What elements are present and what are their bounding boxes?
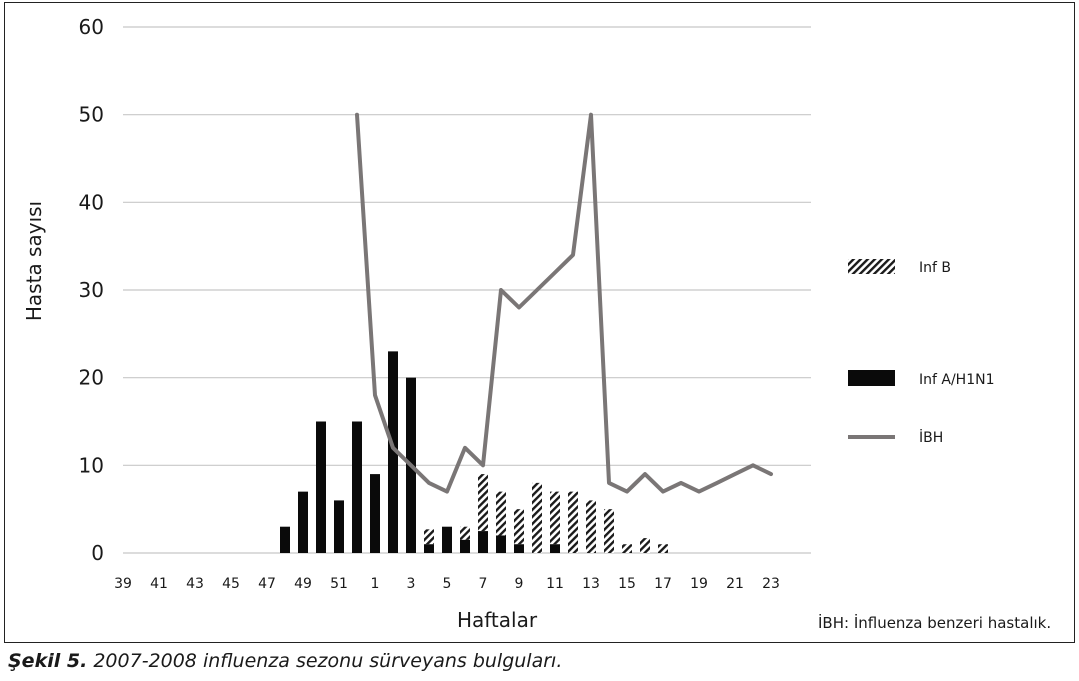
bar-inf-b [640, 538, 650, 553]
bar-inf-a [352, 421, 362, 553]
x-tick-label: 17 [654, 576, 672, 592]
figure-caption: Şekil 5. 2007-2008 influenza sezonu sürv… [8, 650, 562, 672]
legend-label-inf-b: Inf B [919, 260, 951, 276]
footnote: İBH: İnfluenza benzeri hastalık. [818, 614, 1052, 632]
bar-inf-a [460, 539, 470, 553]
x-tick-label: 41 [150, 576, 168, 592]
bar-inf-b [478, 474, 488, 532]
x-tick-label: 1 [371, 576, 380, 592]
x-tick-label: 47 [258, 576, 276, 592]
bar-inf-a [316, 421, 326, 553]
y-tick-label: 60 [79, 15, 104, 39]
x-tick-label: 43 [186, 576, 204, 592]
bar-inf-a [514, 544, 524, 553]
bar-inf-b [622, 544, 632, 553]
x-tick-label: 5 [443, 576, 452, 592]
bar-inf-b [532, 482, 542, 553]
x-tick-label: 49 [294, 576, 312, 592]
legend-swatch-inf-a [848, 370, 895, 386]
bar-inf-b [460, 526, 470, 540]
x-tick-label: 21 [726, 576, 744, 592]
caption-text: 2007-2008 influenza sezonu sürveyans bul… [87, 650, 563, 672]
bars [280, 351, 668, 553]
x-tick-label: 51 [330, 576, 348, 592]
y-tick-label: 10 [79, 453, 104, 477]
legend-swatch-inf-b [848, 259, 895, 274]
bar-inf-a [496, 535, 506, 553]
y-tick-labels: 0 10 20 30 40 50 60 [79, 15, 104, 565]
bar-inf-a [370, 474, 380, 553]
legend: Inf B Inf A/H1N1 İBH [848, 259, 995, 446]
x-tick-label: 39 [114, 576, 132, 592]
legend-label-ibh: İBH [919, 428, 943, 446]
caption-label: Şekil 5. [8, 650, 88, 672]
bar-inf-b [604, 509, 614, 553]
y-tick-label: 30 [79, 278, 104, 302]
y-tick-label: 50 [79, 103, 104, 127]
x-tick-label: 23 [762, 576, 780, 592]
bar-inf-a [478, 531, 488, 553]
bar-inf-b [496, 491, 506, 536]
bar-inf-b [658, 544, 668, 553]
x-tick-labels: 39 41 43 45 47 49 51 1 3 5 7 9 11 13 15 17 19 21 23 [114, 576, 780, 592]
y-tick-label: 0 [91, 541, 104, 565]
grid-lines [123, 26, 811, 554]
bar-inf-a [280, 526, 290, 553]
x-tick-label: 19 [690, 576, 708, 592]
y-axis-label: Hasta sayısı [22, 201, 46, 321]
y-tick-label: 40 [79, 190, 104, 214]
x-tick-label: 13 [582, 576, 600, 592]
bar-inf-a [388, 351, 398, 553]
bar-inf-a [550, 544, 560, 553]
x-tick-label: 11 [546, 576, 564, 592]
legend-label-inf-a: Inf A/H1N1 [919, 372, 995, 388]
bar-inf-a [442, 526, 452, 553]
figure-frame: 0 10 20 30 40 50 60 39 41 43 45 47 49 51 1 3 5 7 9 11 13 15 1… [4, 2, 1075, 643]
bar-inf-b [568, 491, 578, 553]
bar-inf-b [586, 500, 596, 553]
x-tick-label: 9 [515, 576, 524, 592]
bar-inf-b [424, 529, 434, 545]
ibh-line [355, 112, 773, 494]
bar-inf-b [550, 491, 560, 545]
y-tick-label: 20 [79, 366, 104, 390]
x-axis-label: Haftalar [457, 608, 538, 632]
bar-inf-b [514, 509, 524, 545]
bar-inf-a [298, 491, 308, 553]
ibh-series-line [355, 112, 773, 494]
x-tick-label: 7 [479, 576, 488, 592]
x-tick-label: 3 [407, 576, 416, 592]
x-tick-label: 15 [618, 576, 636, 592]
bar-inf-a [424, 544, 434, 553]
x-tick-label: 45 [222, 576, 240, 592]
bar-inf-a [334, 500, 344, 553]
